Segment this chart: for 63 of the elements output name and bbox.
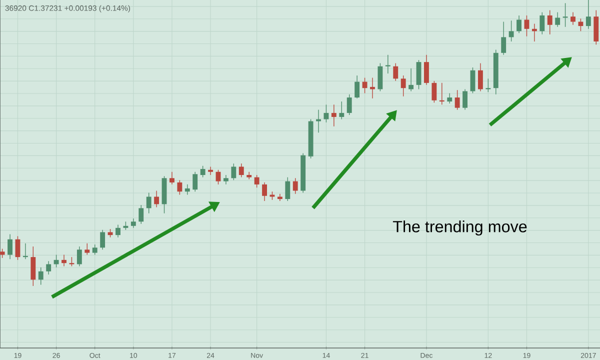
candlestick [54, 254, 59, 268]
candlestick [292, 178, 298, 194]
candlestick [478, 62, 483, 92]
candlestick [116, 224, 120, 238]
candlestick [416, 60, 422, 90]
candlestick [100, 230, 106, 250]
candlestick [246, 172, 252, 180]
candlestick [223, 174, 228, 185]
candlestick [184, 184, 190, 196]
candlestick [15, 236, 20, 260]
candlestick [462, 88, 468, 110]
candlestick [578, 18, 584, 32]
candlestick [8, 234, 12, 260]
candlestick [130, 218, 136, 228]
candlestick [508, 20, 514, 42]
candlestick [38, 267, 44, 286]
candlestick [432, 80, 437, 104]
candlestick [324, 104, 329, 123]
candlestick [262, 182, 267, 202]
candlestick [524, 15, 530, 37]
candlestick [84, 242, 90, 256]
candlestick [30, 246, 36, 286]
candlestick [400, 75, 406, 97]
candlestick [540, 12, 545, 35]
candlestick [192, 172, 198, 192]
candlestick [424, 54, 429, 86]
candlestick [216, 170, 221, 185]
candlestick [354, 75, 360, 99]
candlestick [46, 260, 52, 275]
candlestick [339, 101, 344, 120]
candlestick [62, 254, 66, 267]
candlestick [586, 0, 591, 30]
candlestick [516, 15, 522, 34]
candlestick [92, 244, 98, 256]
candlestick [378, 62, 383, 92]
candlestick [408, 68, 414, 92]
candlestick [146, 192, 152, 214]
candlestick [208, 166, 214, 176]
candlestick [154, 190, 160, 208]
candlestick [447, 92, 452, 104]
candlestick [277, 194, 282, 202]
candlestick [501, 21, 506, 56]
candlestick [285, 176, 290, 202]
candlestick [570, 12, 576, 26]
candlestick [346, 94, 352, 116]
candlestick [138, 204, 144, 224]
candlestick [238, 163, 244, 178]
candlestick [547, 10, 552, 35]
candlestick [170, 172, 174, 185]
candlestick [200, 165, 206, 178]
candlestick [454, 90, 460, 110]
candlestick [331, 104, 336, 127]
candlestick [316, 109, 321, 134]
candlestick [0, 248, 5, 258]
candlestick [555, 12, 560, 28]
candlestick [231, 163, 236, 180]
candlestick [385, 54, 390, 74]
candlestick [76, 246, 82, 267]
candlestick [393, 62, 398, 82]
candlestick [254, 174, 260, 188]
candlestick [177, 180, 182, 196]
annotation: The trending move [392, 220, 527, 236]
candlestick [470, 67, 476, 94]
